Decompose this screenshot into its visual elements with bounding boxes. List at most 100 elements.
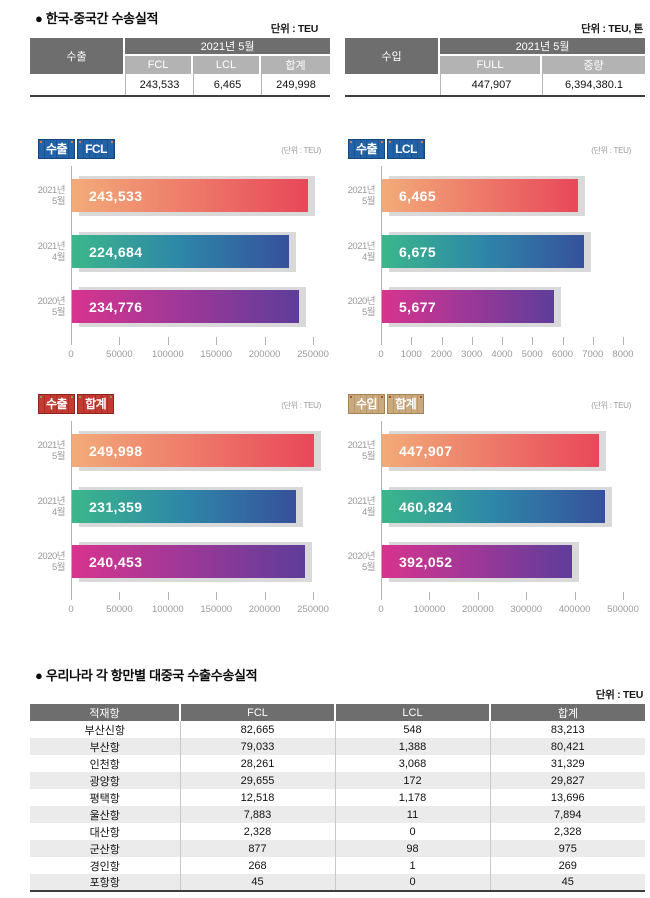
y-axis-line [71, 166, 72, 345]
category-label-line: 2021년 [347, 240, 376, 252]
port-cell-fcl: 7,883 [179, 806, 336, 823]
port-cell-name: 대산항 [30, 823, 181, 840]
x-axis-tick [119, 337, 121, 345]
table-row: 부산신항 82,665 548 83,213 [30, 721, 645, 738]
port-cell-fcl: 28,261 [179, 755, 336, 772]
x-axis-tick [71, 337, 72, 345]
port-cell-lcl: 98 [334, 840, 491, 857]
category-label: 2020년 5월 [340, 295, 376, 319]
chart-plot: 447,907 2021년 5월 460,824 2021년 4월 392,052 2020년… [348, 421, 639, 615]
chart-badge: 수출 합계 [38, 394, 115, 414]
port-cell-total: 45 [489, 874, 645, 891]
port-cell-fcl: 12,518 [179, 789, 336, 806]
port-cell-name: 군산항 [30, 840, 181, 857]
unit-label-export: 단위 : TEU [270, 23, 319, 35]
export-col-lcl: LCL [193, 56, 261, 74]
category-label-line: 4월 [51, 251, 66, 263]
x-axis-tick [592, 337, 594, 345]
chart-plot: 243,533 2021년 5월 224,684 2021년 4월 234,776 2020년… [38, 166, 329, 360]
port-cell-lcl: 3,068 [334, 755, 491, 772]
table-row: 인천항 28,261 3,068 31,329 [30, 755, 645, 772]
export-row-label: 수출 [30, 38, 125, 74]
section1-title: ● 한국-중국간 수송실적 [35, 11, 159, 26]
table-row: 울산항 7,883 11 7,894 [30, 806, 645, 823]
x-axis-tick [471, 337, 473, 345]
x-axis-tick [71, 592, 72, 600]
bar-value-label: 249,998 [89, 442, 143, 459]
category-label-line: 2021년 [347, 184, 376, 196]
port-cell-lcl: 1 [334, 857, 491, 874]
port-cell-fcl: 45 [179, 874, 336, 891]
unit-label-import: 단위 : TEU, 톤 [581, 23, 643, 35]
x-axis-tick-label: 4000 [491, 349, 513, 360]
category-label: 2021년 5월 [340, 184, 376, 208]
category-label: 2020년 5월 [30, 295, 66, 319]
chart-unit-note: (단위 : TEU) [591, 146, 631, 155]
bar: 460,824 [382, 490, 605, 523]
category-label: 2021년 5월 [30, 184, 66, 208]
import-col-weight: 중량 [542, 56, 646, 74]
port-cell-lcl: 1,388 [334, 738, 491, 755]
port-cell-name: 부산항 [30, 738, 181, 755]
chart-plot: 6,465 2021년 5월 6,675 2021년 4월 5,677 2020년 5월 0 100… [348, 166, 634, 360]
import-row-label: 수입 [345, 38, 440, 74]
x-axis-tick-label: 5000 [521, 349, 543, 360]
y-axis-line [381, 421, 382, 600]
bar: 249,998 [72, 434, 314, 467]
import-summary-table: 수입 2021년 5월 FULL 중량 447,907 6,394,380.1 [345, 38, 646, 97]
category-label-line: 5월 [361, 195, 376, 207]
export-summary-table: 수출 2021년 5월 FCL LCL 합계 243,533 6,465 249… [30, 38, 331, 97]
port-cell-lcl: 548 [334, 721, 491, 738]
x-axis-tick [381, 337, 382, 345]
chart-badge-segment: 합계 [77, 394, 115, 414]
chart-badge-segment: 수출 [38, 394, 76, 414]
chart-badge-segment: LCL [387, 139, 425, 159]
import-value-full: 447,907 [440, 74, 542, 95]
x-axis-tick-label: 100000 [151, 604, 184, 615]
port-cell-name: 울산항 [30, 806, 181, 823]
x-axis-tick-label: 0 [378, 349, 384, 360]
category-label-line: 5월 [51, 561, 66, 573]
x-axis-tick-label: 200000 [461, 604, 494, 615]
x-axis-tick [216, 592, 218, 600]
category-label: 2021년 5월 [340, 440, 376, 463]
chart-수출-LCL: 수출 LCL (단위 : TEU) 6,465 2021년 5월 6,675 2021년 4월 5… [345, 133, 640, 368]
port-header-port: 적재항 [30, 704, 181, 721]
bar-value-label: 460,824 [399, 498, 453, 515]
export-period: 2021년 5월 [125, 38, 331, 56]
chart-badge: 수출 LCL [348, 139, 425, 159]
port-cell-lcl: 1,178 [334, 789, 491, 806]
x-axis-tick [167, 337, 169, 345]
category-label-line: 2021년 [37, 184, 66, 196]
x-axis-tick-label: 8000 [612, 349, 634, 360]
chart-badge-segment: 합계 [387, 394, 425, 414]
chart-수출-FCL: 수출 FCL (단위 : TEU) 243,533 2021년 5월 224,684 2021… [35, 133, 330, 368]
chart-unit-note: (단위 : TEU) [281, 401, 321, 410]
x-axis-tick [313, 592, 314, 600]
bar-value-label: 6,675 [399, 243, 437, 260]
category-label-line: 2020년 [37, 295, 66, 307]
port-cell-fcl: 82,665 [179, 721, 336, 738]
category-label: 2021년 4월 [30, 241, 66, 264]
x-axis-tick-label: 6000 [551, 349, 574, 360]
bar: 447,907 [382, 434, 599, 467]
import-value-weight: 6,394,380.1 [542, 74, 646, 95]
export-value-total: 249,998 [261, 74, 331, 95]
category-label: 2021년 4월 [340, 495, 376, 519]
port-cell-total: 13,696 [489, 789, 645, 806]
category-label-line: 5월 [51, 450, 66, 462]
x-axis-tick [264, 337, 266, 345]
category-label-line: 2020년 [347, 295, 376, 307]
port-cell-fcl: 29,655 [179, 772, 336, 789]
table-row: 포항항 45 0 45 [30, 874, 645, 891]
category-label-line: 4월 [51, 506, 66, 518]
x-axis-tick [411, 337, 413, 345]
category-label-line: 5월 [361, 561, 376, 573]
table-row: 부산항 79,033 1,388 80,421 [30, 738, 645, 755]
port-cell-name: 부산신항 [30, 721, 181, 738]
chart-plot: 249,998 2021년 5월 231,359 2021년 4월 240,453 2020년… [38, 421, 329, 615]
category-label-line: 2021년 [347, 495, 376, 507]
chart-badge-segment: 수입 [348, 394, 386, 414]
category-label-line: 5월 [361, 306, 376, 318]
